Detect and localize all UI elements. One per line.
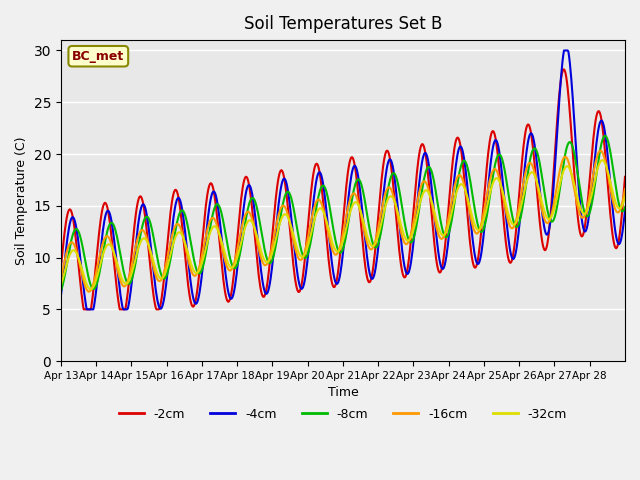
-16cm <box>228 266 236 272</box>
-32cm <box>402 236 410 242</box>
Line: -32cm: -32cm <box>61 160 625 289</box>
-16cm <box>255 249 263 255</box>
-32cm <box>255 243 263 249</box>
-4cm <box>124 306 132 312</box>
-2cm <box>560 66 568 72</box>
-16cm <box>124 278 132 284</box>
-8cm <box>276 216 284 222</box>
-32cm <box>434 221 442 227</box>
Y-axis label: Soil Temperature (C): Soil Temperature (C) <box>15 136 28 265</box>
-32cm <box>621 194 629 200</box>
X-axis label: Time: Time <box>328 386 358 399</box>
-32cm <box>86 287 94 292</box>
-2cm <box>57 265 65 271</box>
-8cm <box>602 133 609 139</box>
-2cm <box>621 174 629 180</box>
-4cm <box>621 207 629 213</box>
Legend: -2cm, -4cm, -8cm, -16cm, -32cm: -2cm, -4cm, -8cm, -16cm, -32cm <box>114 403 572 425</box>
-16cm <box>277 205 285 211</box>
-16cm <box>402 241 410 247</box>
-2cm <box>228 289 236 295</box>
-4cm <box>57 293 65 299</box>
Line: -16cm: -16cm <box>61 151 625 292</box>
-32cm <box>277 217 285 223</box>
Title: Soil Temperatures Set B: Soil Temperatures Set B <box>244 15 442 33</box>
-2cm <box>277 168 285 173</box>
-2cm <box>402 273 410 279</box>
-8cm <box>57 288 65 294</box>
Line: -8cm: -8cm <box>61 136 625 291</box>
-4cm <box>228 296 236 301</box>
-32cm <box>228 265 236 271</box>
-32cm <box>598 157 606 163</box>
-8cm <box>227 258 235 264</box>
-4cm <box>277 186 285 192</box>
-4cm <box>434 242 442 248</box>
-32cm <box>124 280 132 286</box>
-4cm <box>402 269 410 275</box>
-4cm <box>84 306 92 312</box>
-2cm <box>124 289 132 295</box>
-32cm <box>57 282 65 288</box>
Line: -2cm: -2cm <box>61 69 625 309</box>
-8cm <box>401 222 409 228</box>
-2cm <box>255 278 263 284</box>
-16cm <box>57 275 65 281</box>
-4cm <box>255 254 263 260</box>
-2cm <box>434 264 442 270</box>
-2cm <box>80 306 88 312</box>
Text: BC_met: BC_met <box>72 50 124 63</box>
-8cm <box>255 214 262 219</box>
Line: -4cm: -4cm <box>61 50 625 309</box>
-16cm <box>85 289 93 295</box>
-16cm <box>434 228 442 234</box>
-8cm <box>433 194 440 200</box>
-4cm <box>561 48 568 53</box>
-16cm <box>621 186 629 192</box>
-8cm <box>124 279 131 285</box>
-8cm <box>621 204 629 210</box>
-16cm <box>597 148 605 154</box>
